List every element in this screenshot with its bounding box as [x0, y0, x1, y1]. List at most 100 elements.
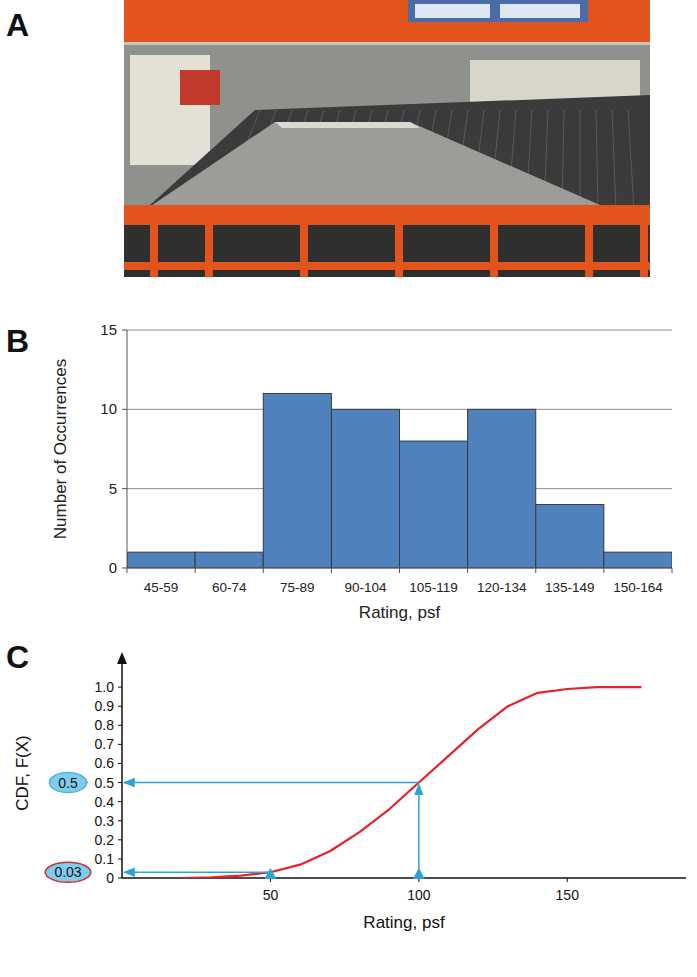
tick-label: 0.6 [95, 755, 115, 771]
tick-mark [118, 687, 122, 688]
tick-mark [122, 568, 127, 569]
annotation-arrow-up [418, 785, 420, 877]
tick-mark [567, 878, 568, 882]
panel-label: A [6, 7, 29, 43]
tick-mark [118, 878, 122, 879]
platform-edge [275, 122, 420, 128]
tick-label: 150 [556, 887, 580, 903]
tick-label: 0.8 [95, 717, 115, 733]
tick-label: 5 [109, 480, 117, 497]
tick-mark [118, 858, 122, 859]
tick-label: 100 [407, 887, 431, 903]
display-screen [500, 4, 580, 18]
category-tick [467, 568, 468, 573]
frame-rail [124, 262, 650, 270]
tick-label: 0 [106, 870, 114, 886]
category-tick [535, 568, 536, 573]
platform [145, 122, 600, 210]
category-label: 105-119 [409, 580, 458, 595]
tick-label: 15 [100, 321, 117, 338]
under-frame [124, 225, 650, 277]
annotation-leader [88, 872, 91, 873]
tick-mark [122, 409, 127, 410]
x-axis-title: Rating, psf [359, 603, 441, 622]
red-box [180, 70, 220, 105]
tick-mark [118, 706, 122, 707]
bar [127, 552, 195, 568]
grille-bar [580, 110, 581, 210]
annotation-arrow-left [124, 782, 419, 784]
tick-label: 0.1 [95, 851, 115, 867]
tick-mark [118, 782, 122, 783]
annotation-badge [49, 773, 86, 793]
top-beam [124, 0, 650, 42]
annotation-label: 0.5 [58, 775, 78, 791]
photo [124, 0, 650, 277]
bars [127, 393, 672, 568]
bottom-beam [124, 205, 650, 225]
tick-mark [118, 801, 122, 802]
tick-mark [118, 820, 122, 821]
category-tick [127, 568, 128, 573]
tick-label: 50 [263, 887, 279, 903]
grille-bar [596, 110, 598, 210]
tick-mark [118, 744, 122, 745]
y-axis [121, 662, 123, 878]
category-label: 60-74 [212, 580, 247, 595]
tick-mark [118, 839, 122, 840]
bar [331, 409, 399, 568]
display-box [408, 0, 588, 22]
lab-wall [124, 45, 650, 215]
annotation-arrow-left [124, 872, 270, 874]
grille-bar [612, 110, 616, 210]
bar [604, 552, 672, 568]
tick-label: 0.7 [95, 736, 115, 752]
tick-mark [118, 725, 122, 726]
grille-bar [628, 110, 634, 210]
figure: A B C 0 5 10 15 45-59 60-74 75-89 90-104 105-119 120… [0, 0, 697, 977]
y-axis-arrow [117, 652, 127, 664]
category-label: 135-149 [545, 580, 595, 595]
category-label: 90-104 [344, 580, 387, 595]
panel-label: C [6, 639, 29, 675]
category-tick [195, 568, 196, 573]
tick-label: 0.5 [95, 775, 115, 791]
bar [400, 441, 468, 568]
annotation-leader [87, 782, 88, 783]
tick-mark [122, 488, 127, 489]
category-tick [331, 568, 332, 573]
tick-label: 0.9 [95, 698, 115, 714]
category-label: 45-59 [144, 580, 179, 595]
y-axis-title: CDF, F(X) [13, 735, 32, 811]
y-axis-title: Number of Occurrences [51, 359, 70, 539]
tick-mark [118, 763, 122, 764]
bar [263, 393, 331, 568]
panel-label: B [6, 323, 29, 359]
annotation-marker [264, 868, 276, 879]
tick-label: 0 [109, 559, 117, 576]
x-axis-title: Rating, psf [363, 913, 445, 932]
category-label: 75-89 [280, 580, 315, 595]
category-tick [263, 568, 264, 573]
photo-background [124, 0, 650, 277]
category-label: 120-134 [477, 580, 527, 595]
bar [468, 409, 536, 568]
tick-label: 10 [100, 400, 117, 417]
category-tick [603, 568, 604, 573]
category-tick [672, 568, 673, 573]
bar [536, 505, 604, 568]
plot-area [124, 687, 641, 878]
y-axis [127, 330, 128, 568]
tick-label: 0.2 [95, 832, 115, 848]
tick-label: 0.4 [95, 794, 115, 810]
tick-mark [122, 330, 127, 331]
category-label: 150-164 [613, 580, 663, 595]
annotation-marker [413, 868, 425, 879]
grid-line [127, 330, 672, 331]
display-screen [415, 4, 490, 18]
tick-label: 1.0 [95, 679, 115, 695]
annotation-badge [45, 862, 91, 882]
tick-label: 0.3 [95, 813, 115, 829]
category-tick [399, 568, 400, 573]
bar [195, 552, 263, 568]
